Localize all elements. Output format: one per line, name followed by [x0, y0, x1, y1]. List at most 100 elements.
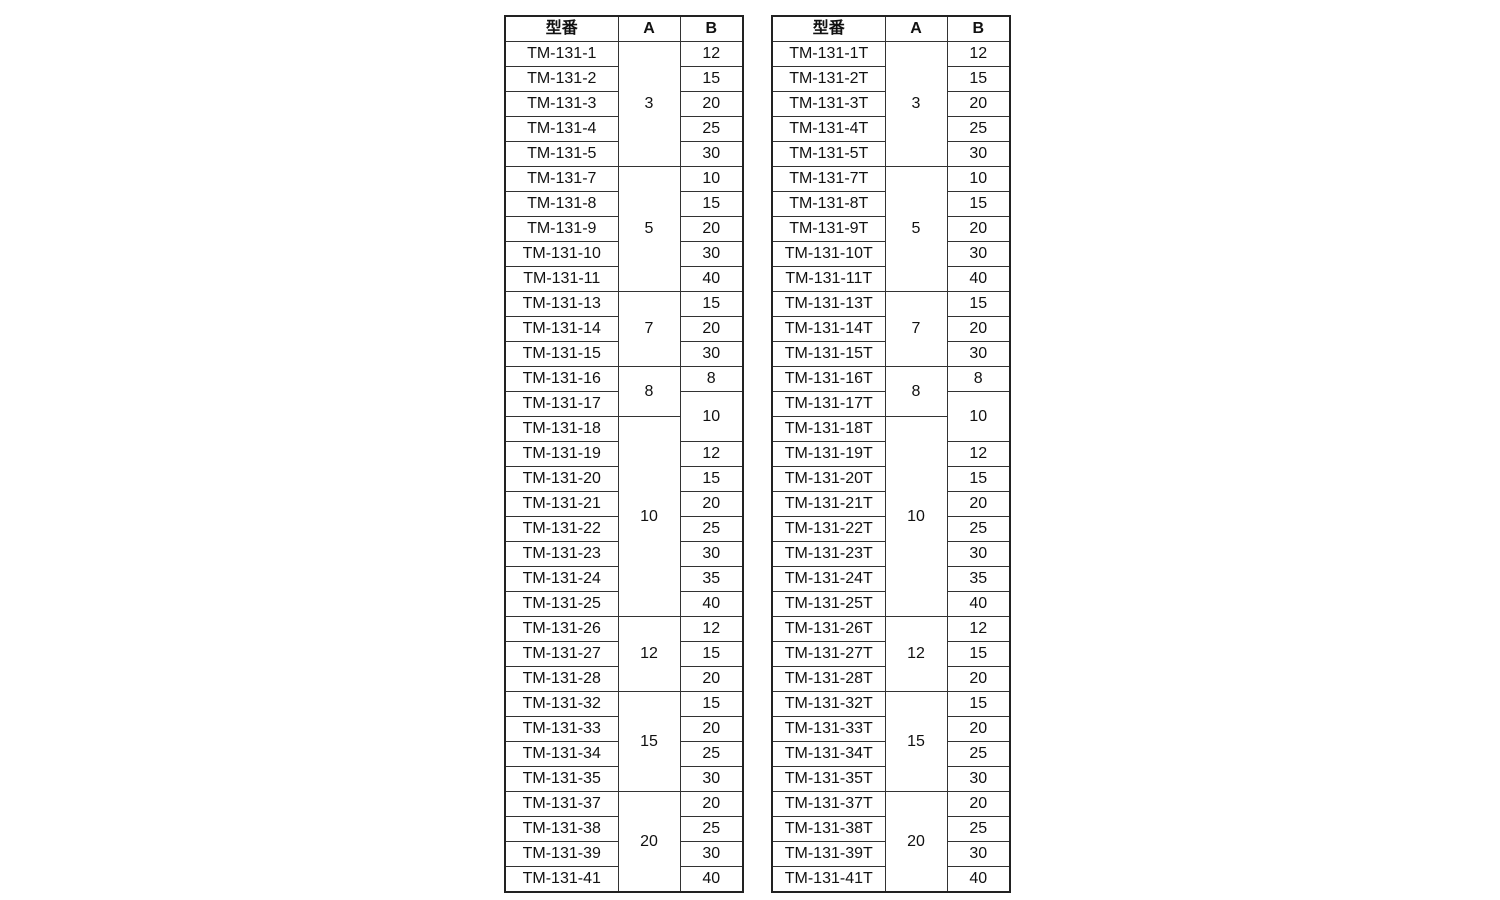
b-cell: 15: [946, 66, 1011, 92]
model-cell: TM-131-1T: [771, 41, 886, 67]
model-cell: TM-131-2T: [771, 66, 886, 92]
table-row: TM-131-32 15 15: [504, 691, 744, 792]
table-row: TM-131-2 15: [504, 66, 744, 92]
b-cell: 25: [679, 741, 744, 767]
b-cell: 20: [946, 216, 1011, 242]
a-cell: 8: [617, 366, 681, 417]
table-row: TM-131-15T 30: [771, 341, 1011, 367]
b-cell: 30: [679, 766, 744, 792]
model-cell: TM-131-26: [504, 616, 619, 642]
table-row: TM-131-7T 5 10: [771, 166, 1011, 292]
a-cell: 3: [884, 41, 948, 167]
table-row: TM-131-10 30: [504, 241, 744, 267]
model-cell: TM-131-20: [504, 466, 619, 492]
model-cell: TM-131-16T: [771, 366, 886, 392]
a-cell: 20: [617, 791, 681, 893]
b-cell: 30: [679, 541, 744, 567]
table-row: TM-131-28T 20: [771, 666, 1011, 692]
table-row: TM-131-33T 20: [771, 716, 1011, 742]
column-header-a: A: [884, 15, 948, 42]
b-cell: 30: [679, 241, 744, 267]
table-row: TM-131-33 20: [504, 716, 744, 742]
column-header-b: B: [679, 15, 744, 42]
table-row: TM-131-9 20: [504, 216, 744, 242]
column-header-model: 型番: [771, 15, 886, 42]
table-row: TM-131-14T 20: [771, 316, 1011, 342]
header-row: 型番 A B: [504, 15, 744, 42]
table-row: TM-131-13 7 15: [504, 291, 744, 367]
model-cell: TM-131-1: [504, 41, 619, 67]
table-row: TM-131-2T 15: [771, 66, 1011, 92]
b-cell: 25: [679, 116, 744, 142]
b-cell: 12: [946, 616, 1011, 642]
table-row: TM-131-18T 10: [771, 416, 1010, 617]
b-cell: 10: [679, 166, 744, 192]
model-cell: TM-131-23T: [771, 541, 886, 567]
table-row: TM-131-19T 12: [771, 441, 1011, 467]
header-row: 型番 A B: [771, 15, 1011, 42]
b-cell: 15: [679, 466, 744, 492]
table-row: TM-131-11T 40: [771, 266, 1011, 292]
model-cell: TM-131-21T: [771, 491, 886, 517]
table-row: TM-131-19 12: [504, 441, 744, 467]
table-row: TM-131-1T 3 12: [771, 41, 1011, 167]
a-cell: 8: [884, 366, 948, 417]
b-cell: 10: [946, 391, 1011, 442]
model-cell: TM-131-24: [504, 566, 619, 592]
model-cell: TM-131-33: [504, 716, 619, 742]
table-row: TM-131-41T 40: [771, 866, 1011, 893]
table-row: TM-131-39 30: [504, 841, 744, 867]
b-cell: 40: [946, 266, 1011, 292]
a-cell: 15: [617, 691, 681, 792]
b-cell: 12: [679, 441, 744, 467]
table-row: TM-131-20 15: [504, 466, 744, 492]
model-cell: TM-131-14: [504, 316, 619, 342]
model-cell: TM-131-38T: [771, 816, 886, 842]
model-cell: TM-131-32: [504, 691, 619, 717]
b-cell: 20: [679, 491, 744, 517]
model-cell: TM-131-34T: [771, 741, 886, 767]
b-cell: 30: [946, 241, 1011, 267]
a-cell: 3: [617, 41, 681, 167]
b-cell: 15: [946, 691, 1011, 717]
table-row: TM-131-15 30: [504, 341, 744, 367]
b-cell: 20: [946, 716, 1011, 742]
a-cell: 10: [617, 416, 681, 617]
model-cell: TM-131-13T: [771, 291, 886, 317]
model-cell: TM-131-33T: [771, 716, 886, 742]
b-cell: 30: [946, 766, 1011, 792]
b-cell: 20: [679, 316, 744, 342]
table-row: TM-131-4 25: [504, 116, 744, 142]
b-cell: 30: [946, 341, 1011, 367]
b-cell: 40: [679, 266, 744, 292]
b-cell: 20: [679, 216, 744, 242]
b-cell: 30: [679, 141, 744, 167]
model-cell: TM-131-39T: [771, 841, 886, 867]
model-cell: TM-131-13: [504, 291, 619, 317]
a-cell: 15: [884, 691, 948, 792]
model-cell: TM-131-26T: [771, 616, 886, 642]
a-cell: 5: [884, 166, 948, 292]
b-cell: 15: [946, 291, 1011, 317]
table-row: TM-131-27T 15: [771, 641, 1011, 667]
model-cell: TM-131-24T: [771, 566, 886, 592]
model-cell: TM-131-3T: [771, 91, 886, 117]
b-cell: 40: [679, 591, 744, 617]
model-cell: TM-131-38: [504, 816, 619, 842]
table-row: TM-131-41 40: [504, 866, 744, 893]
model-cell: TM-131-22: [504, 516, 619, 542]
table-row: TM-131-22T 25: [771, 516, 1011, 542]
model-cell: TM-131-15T: [771, 341, 886, 367]
model-cell: TM-131-16: [504, 366, 619, 392]
b-cell: 20: [679, 791, 744, 817]
model-cell: TM-131-10T: [771, 241, 886, 267]
b-cell: 20: [946, 91, 1011, 117]
b-cell: 15: [679, 691, 744, 717]
b-cell: 20: [946, 791, 1011, 817]
table-row: TM-131-34 25: [504, 741, 744, 767]
model-cell: TM-131-41: [504, 866, 619, 893]
model-cell: TM-131-25: [504, 591, 619, 617]
table-row: TM-131-27 15: [504, 641, 744, 667]
b-cell: 30: [946, 841, 1011, 867]
b-cell: 20: [946, 491, 1011, 517]
